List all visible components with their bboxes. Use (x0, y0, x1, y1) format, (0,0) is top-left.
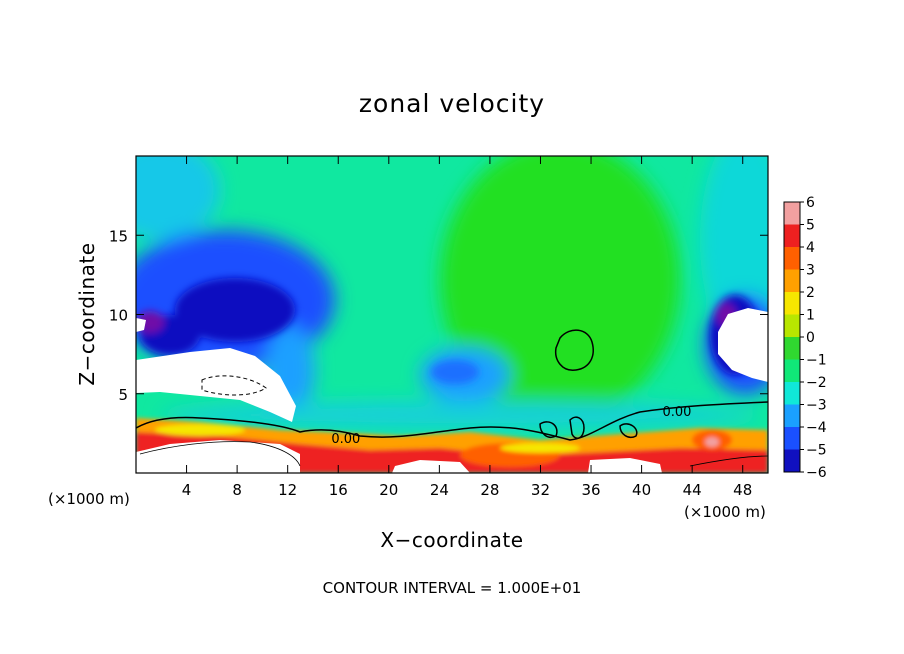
colorbar-label: −3 (806, 398, 827, 414)
contour-interval-note: CONTOUR INTERVAL = 1.000E+01 (323, 579, 582, 597)
colorbar-label: −6 (806, 465, 827, 481)
lower-cyan-band (160, 401, 760, 429)
y-tick-label: 10 (109, 307, 128, 325)
x-tick-label: 16 (329, 481, 348, 499)
colorbar-swatch (784, 382, 800, 405)
colorbar-swatch (784, 449, 800, 473)
yellow-patch-left (155, 424, 245, 436)
left-upper-cyan (136, 156, 220, 240)
colorbar-label: −5 (806, 443, 827, 459)
colorbar-label: 1 (806, 308, 815, 324)
thin-contour-bottom-right (689, 455, 768, 467)
colorbar-label: 3 (806, 263, 815, 279)
blank-region-small-left (136, 318, 146, 332)
mid-eddy-core (431, 360, 479, 384)
zero-contour-green-loop (554, 329, 594, 371)
colorbar-swatch (784, 292, 800, 315)
chart-title: zonal velocity (359, 89, 545, 118)
y-axis-label: Z−coordinate (75, 242, 99, 385)
yellow-patch-mid (500, 443, 580, 453)
x-tick-label: 48 (733, 481, 752, 499)
y-axis-ticks: 5 10 15 (109, 227, 768, 404)
zero-contour-small-loop-2 (539, 421, 558, 438)
zero-contour-lower (136, 401, 768, 441)
blank-region-right (718, 308, 768, 382)
left-core-navy (175, 278, 295, 342)
colorbar-swatch (784, 202, 800, 225)
blank-patch-bottom-1 (392, 460, 470, 473)
contour-label: 0.00 (331, 432, 360, 447)
x-tick-label: 44 (683, 481, 702, 499)
x-axis-ticks: 4 8 12 16 20 24 28 32 36 40 44 48 (182, 156, 752, 499)
thin-contour-bottom-left (139, 441, 301, 467)
colorbar-label: −2 (806, 375, 827, 391)
x-tick-label: 8 (232, 481, 242, 499)
colorbar-label: 0 (806, 330, 815, 346)
colorbar-swatch (784, 359, 800, 383)
blank-region-left-upper (136, 348, 296, 422)
colorbar-swatch (784, 247, 800, 270)
x-tick-label: 32 (531, 481, 550, 499)
blank-region-left-lower (136, 440, 300, 473)
x-tick-label: 40 (632, 481, 651, 499)
colorbar-label: 6 (806, 195, 815, 211)
velocity-field (136, 156, 768, 473)
colorbar-swatch (784, 427, 800, 450)
colorbar-swatch (784, 269, 800, 293)
x-tick-label: 28 (480, 481, 499, 499)
zero-contour-small-loop-3 (619, 423, 638, 438)
contour-labels: 0.00 0.00 (331, 405, 691, 447)
x-tick-label: 4 (182, 481, 192, 499)
x-units-left: (×1000 m) (48, 490, 130, 508)
zero-contour-small-loop (569, 416, 585, 439)
colorbar-label: −1 (806, 353, 827, 369)
colorbar-label: 5 (806, 218, 815, 234)
x-tick-label: 36 (581, 481, 600, 499)
x-tick-label: 12 (278, 481, 297, 499)
colorbar-swatch (784, 404, 800, 428)
x-tick-label: 24 (430, 481, 449, 499)
y-tick-label: 5 (118, 386, 128, 404)
colorbar: 6 5 4 3 2 1 0 −1 −2 −3 −4 −5 −6 (783, 195, 827, 481)
colorbar-swatch (784, 337, 800, 360)
colorbar-swatch (784, 314, 800, 338)
colorbar-swatch (784, 224, 800, 248)
x-tick-label: 20 (379, 481, 398, 499)
x-units-right: (×1000 m) (684, 503, 766, 521)
pink-patch-45 (705, 437, 719, 447)
colorbar-label: 4 (806, 240, 815, 256)
y-tick-label: 15 (109, 227, 128, 245)
blank-patch-bottom-2 (588, 458, 662, 473)
central-green-region (440, 156, 680, 420)
colorbar-label: 2 (806, 285, 815, 301)
dashed-contour-left (201, 375, 267, 396)
colorbar-label: −4 (806, 420, 827, 436)
contour-label: 0.00 (663, 405, 692, 420)
x-axis-label: X−coordinate (380, 528, 523, 552)
